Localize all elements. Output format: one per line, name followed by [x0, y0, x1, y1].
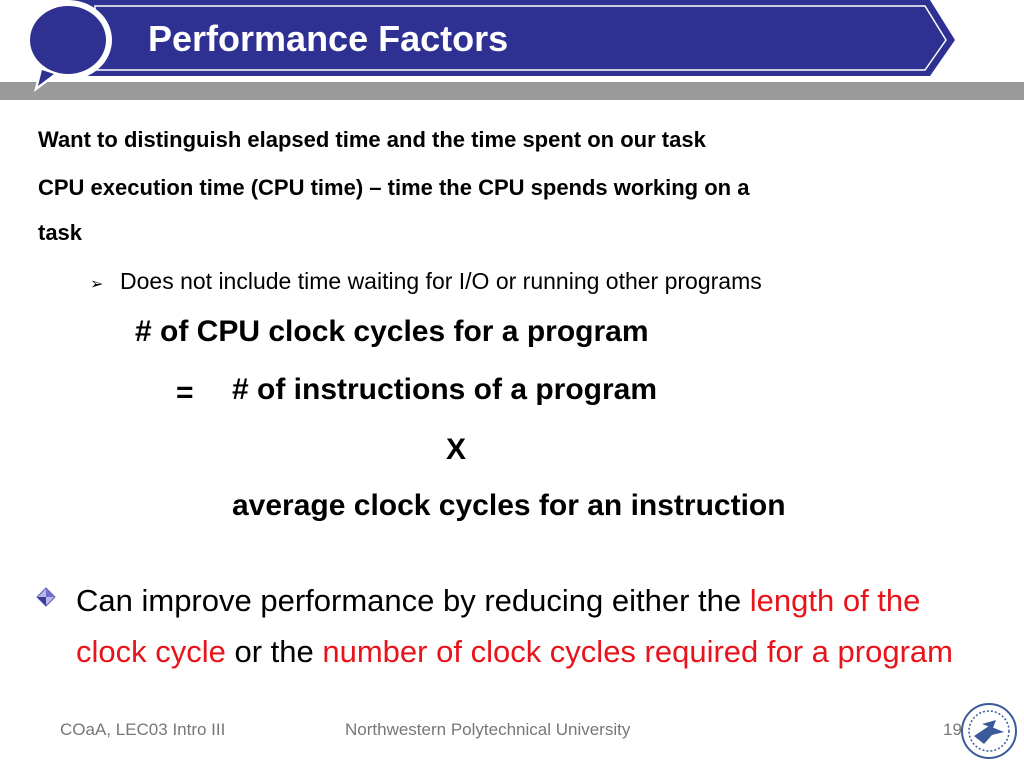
formula-equals: =: [176, 376, 194, 409]
university-emblem-icon: [961, 703, 1017, 759]
cpu-time-definition: CPU execution time (CPU time) – time the…: [38, 175, 750, 200]
diamond-bullet-icon: [36, 587, 56, 607]
bullet-text-part1: Can improve performance by reducing eith…: [76, 583, 750, 618]
bullet-highlight-cycle-count: number of clock cycles required for a pr…: [322, 634, 953, 669]
gray-divider-bar: [0, 82, 1024, 100]
formula-times: X: [446, 433, 467, 466]
main-bullet-text: Can improve performance by reducing eith…: [76, 575, 986, 677]
slide-title: Performance Factors: [148, 18, 509, 59]
bubble-tail-inner: [38, 70, 54, 86]
main-bullet: Can improve performance by reducing eith…: [36, 575, 986, 677]
title-band: [70, 0, 955, 76]
arrow-bullet-icon: ➢: [90, 276, 104, 293]
formula-term2: average clock cycles for an instruction: [232, 489, 786, 522]
cpu-time-definition-cont: task: [38, 220, 83, 245]
footer-page-number: 19: [943, 720, 962, 739]
footer-course: COaA, LEC03 Intro III: [60, 720, 226, 739]
sub-bullet: ➢ Does not include time waiting for I/O o…: [90, 268, 762, 295]
title-banner: [0, 0, 1024, 100]
bubble-inner: [30, 6, 106, 74]
bullet-highlight-cycle-length: length of the clock cycle: [76, 583, 921, 669]
footer-university: Northwestern Polytechnical University: [345, 720, 631, 739]
sub-bullet-text: Does not include time waiting for I/O or…: [120, 268, 762, 294]
formula-term1: # of instructions of a program: [232, 373, 658, 406]
bullet-text-part2: or the: [225, 634, 323, 669]
intro-line: Want to distinguish elapsed time and the…: [38, 127, 706, 152]
formula-lhs: # of CPU clock cycles for a program: [135, 315, 649, 348]
